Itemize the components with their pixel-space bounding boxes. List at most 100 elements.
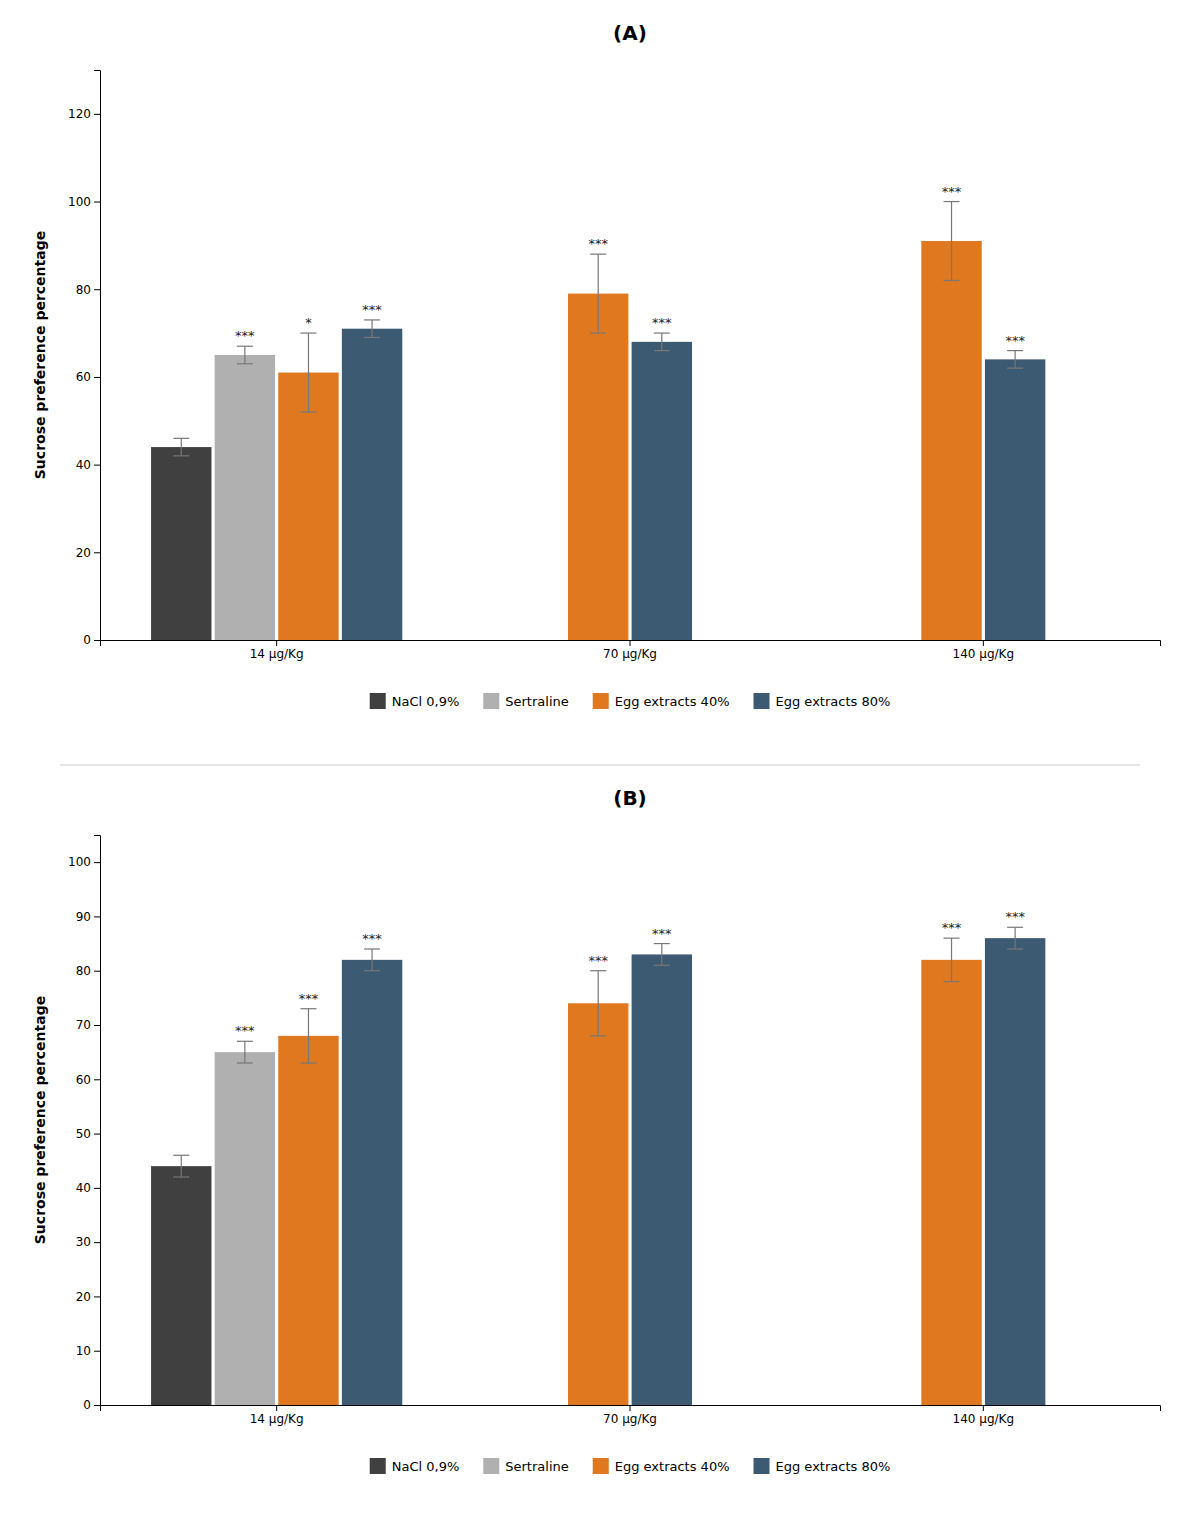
significance-label: *** <box>235 328 255 343</box>
tick-label: 50 <box>76 1127 91 1141</box>
tick-mark <box>94 289 100 290</box>
error-bar-cap <box>1007 350 1023 351</box>
legend-swatch <box>370 693 386 709</box>
significance-label: * <box>305 315 312 330</box>
error-bar-cap <box>364 948 380 949</box>
tick-label: 100 <box>68 855 91 869</box>
legend: NaCl 0,9%SertralineEgg extracts 40%Egg e… <box>370 1458 891 1474</box>
bar <box>215 355 275 640</box>
tick-label: 80 <box>76 283 91 297</box>
tick-label: 20 <box>76 546 91 560</box>
error-bar <box>590 254 606 333</box>
tick-label: 90 <box>76 910 91 924</box>
tick-mark <box>94 1025 100 1026</box>
tick-label: 140 μg/Kg <box>953 1412 1015 1426</box>
significance-label: *** <box>588 236 608 251</box>
error-bar-line <box>951 202 952 281</box>
tick-mark <box>94 1296 100 1297</box>
legend-swatch <box>593 1458 609 1474</box>
legend-label: Sertraline <box>505 694 568 709</box>
y-tick: 40 <box>76 458 100 472</box>
error-bar-line <box>598 254 599 333</box>
bar <box>921 241 981 640</box>
error-bar-cap <box>237 1062 253 1063</box>
error-bar-line <box>371 949 372 971</box>
tick-mark <box>94 465 100 466</box>
y-axis-title: Sucrose preference percentage <box>32 996 48 1244</box>
error-bar-cap <box>944 981 960 982</box>
legend-label: Egg extracts 40% <box>615 694 730 709</box>
error-bar-cap <box>654 943 670 944</box>
error-bar <box>654 944 670 966</box>
y-tick: 60 <box>76 1073 100 1087</box>
error-bar-cap <box>1007 368 1023 369</box>
error-bar-cap <box>944 201 960 202</box>
tick-mark <box>94 1134 100 1135</box>
axis-line <box>101 1406 1161 1412</box>
tick-label: 10 <box>76 1344 91 1358</box>
tick-mark <box>630 640 631 646</box>
error-bar <box>237 1041 253 1063</box>
x-tick: 70 μg/Kg <box>603 1405 657 1426</box>
error-bar-cap <box>300 1008 316 1009</box>
error-bar <box>364 949 380 971</box>
tick-label: 140 μg/Kg <box>953 647 1015 661</box>
significance-label: *** <box>652 926 672 941</box>
legend-item: Egg extracts 40% <box>593 693 730 709</box>
error-bar <box>944 938 960 981</box>
x-tick: 70 μg/Kg <box>603 640 657 661</box>
y-tick: 70 <box>76 1018 100 1032</box>
x-tick: 14 μg/Kg <box>250 640 304 661</box>
bars <box>151 202 1045 640</box>
tick-label: 60 <box>76 1073 91 1087</box>
bar <box>568 294 628 640</box>
legend-swatch <box>754 693 770 709</box>
error-bar-line <box>181 438 182 456</box>
error-bar <box>173 438 189 456</box>
error-bar <box>944 202 960 281</box>
tick-mark <box>276 640 277 646</box>
legend-label: Sertraline <box>505 1459 568 1474</box>
error-bar-cap <box>1007 948 1023 949</box>
y-tick: 80 <box>76 964 100 978</box>
annotations: ******************* <box>235 184 1025 348</box>
axis-line <box>101 641 1161 647</box>
legend-item: Sertraline <box>483 693 568 709</box>
bar <box>632 342 692 640</box>
tick-mark <box>630 1405 631 1411</box>
tick-label: 70 <box>76 1018 91 1032</box>
x-axis: 14 μg/Kg 70 μg/Kg 140 μg/Kg <box>101 1405 1161 1426</box>
error-bar-cap <box>237 1041 253 1042</box>
x-axis: 14 μg/Kg 70 μg/Kg 140 μg/Kg <box>101 640 1161 661</box>
error-bar-cap <box>173 438 189 439</box>
legend-label: Egg extracts 80% <box>776 1459 891 1474</box>
y-axis: 020406080100120 <box>68 71 100 648</box>
x-tick: 14 μg/Kg <box>250 1405 304 1426</box>
error-bar-line <box>308 1009 309 1063</box>
y-tick: 80 <box>76 283 100 297</box>
tick-label: 14 μg/Kg <box>250 1412 304 1426</box>
error-bar-cap <box>300 332 316 333</box>
y-tick: 90 <box>76 910 100 924</box>
significance-label: *** <box>1005 909 1025 924</box>
significance-label: *** <box>652 315 672 330</box>
legend-swatch <box>370 1458 386 1474</box>
error-bar <box>654 333 670 351</box>
error-bar-cap <box>654 332 670 333</box>
y-tick: 30 <box>76 1235 100 1249</box>
error-bar <box>173 1155 189 1177</box>
legend-swatch <box>483 693 499 709</box>
error-bar <box>300 1009 316 1063</box>
error-bar-cap <box>590 254 606 255</box>
error-bar-line <box>371 320 372 338</box>
bar <box>568 1003 628 1405</box>
error-bar-cap <box>1007 927 1023 928</box>
tick-mark <box>94 1188 100 1189</box>
annotations: ********************* <box>235 909 1025 1038</box>
error-bar <box>1007 351 1023 369</box>
error-bar-cap <box>944 280 960 281</box>
bar <box>278 1036 338 1405</box>
error-bar-cap <box>173 455 189 456</box>
tick-mark <box>94 114 100 115</box>
bar <box>151 447 211 640</box>
